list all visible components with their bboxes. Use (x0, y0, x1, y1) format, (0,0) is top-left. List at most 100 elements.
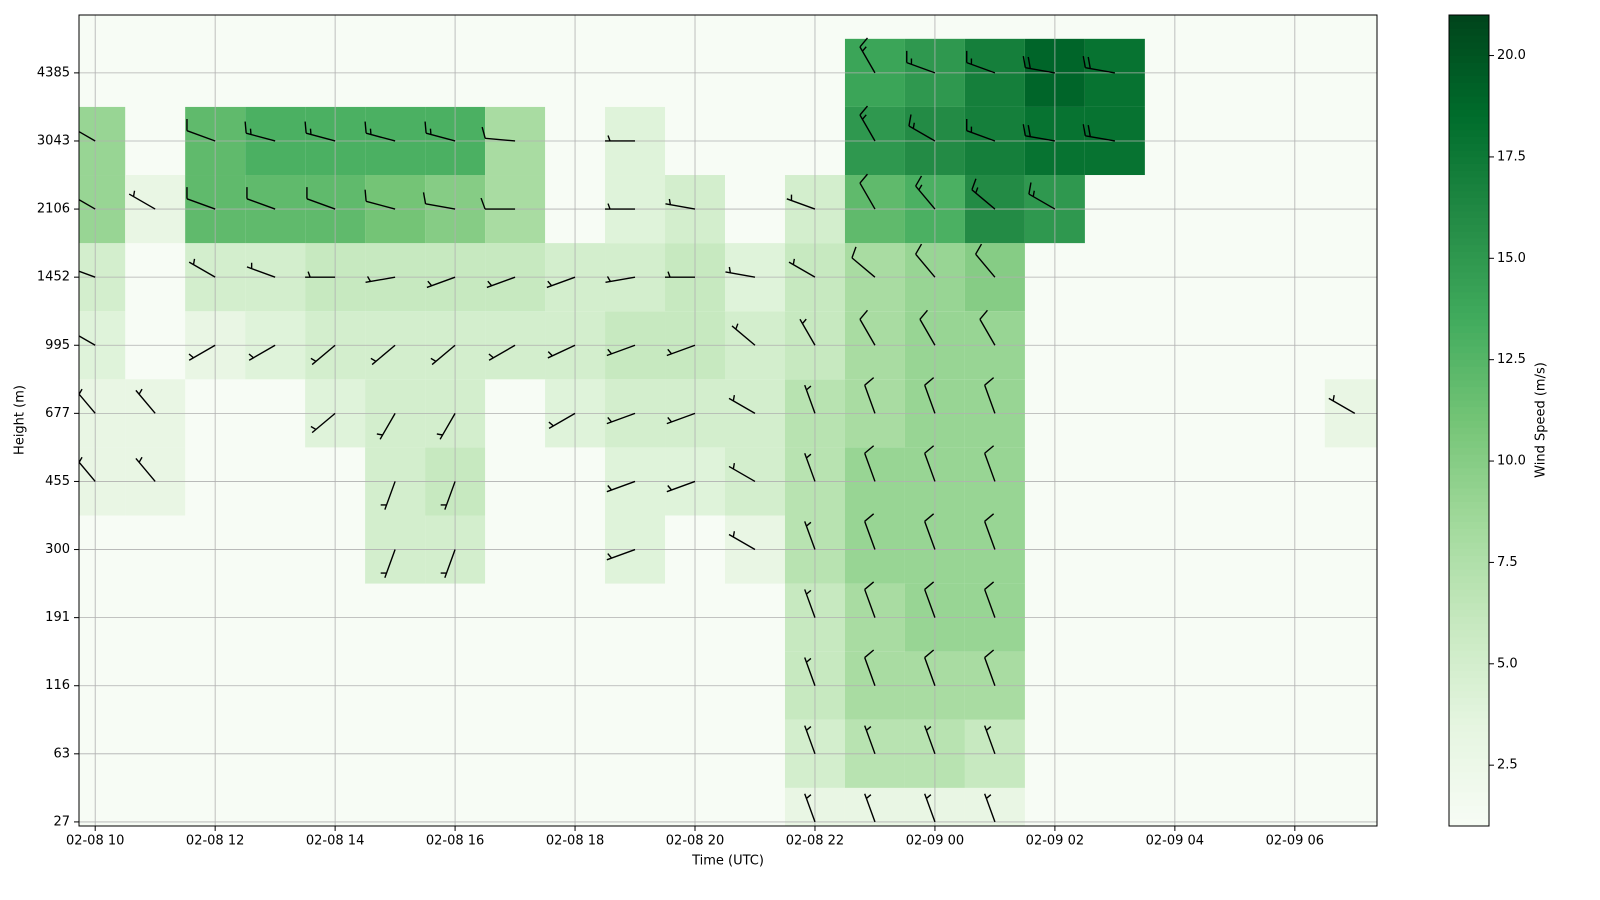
colorbar-swatch (1449, 352, 1489, 360)
colorbar-swatch (1449, 251, 1489, 259)
colorbar-swatch (1449, 28, 1489, 36)
x-tick-label: 02-08 12 (186, 834, 244, 849)
colorbar-swatch (1449, 210, 1489, 219)
wind-barb (1022, 124, 1056, 142)
wind-barb (310, 412, 336, 434)
colorbar-swatch (1449, 21, 1489, 29)
wind-barb (186, 187, 216, 210)
colorbar-swatch (1449, 149, 1489, 158)
colorbar-swatch (1449, 34, 1489, 43)
wind-barb (915, 243, 936, 278)
y-tick-label: 4385 (37, 65, 70, 80)
colorbar-swatch (1449, 339, 1489, 347)
colorbar-swatch (1449, 217, 1489, 225)
colorbar-swatch (1449, 744, 1489, 752)
wind-barb (859, 173, 876, 210)
wind-barb (605, 276, 636, 284)
colorbar-swatch (1449, 372, 1489, 381)
x-tick-label: 02-09 02 (1026, 834, 1084, 849)
colorbar-swatch (1449, 798, 1489, 807)
colorbar-swatch (1449, 305, 1489, 313)
wind-barb (186, 119, 216, 142)
colorbar-swatch (1449, 379, 1489, 388)
wind-barb (908, 114, 936, 142)
y-tick-label: 1452 (37, 270, 70, 285)
wind-barb (430, 344, 456, 366)
wind-barb (480, 197, 516, 210)
wind-barb (79, 130, 96, 142)
colorbar-swatch (1449, 812, 1489, 820)
wind-barb (246, 262, 276, 278)
colorbar-swatch (1449, 704, 1489, 712)
colorbar-tick-label: 2.5 (1497, 758, 1518, 773)
wind-barb (788, 258, 816, 278)
wind-barb (1328, 394, 1356, 414)
colorbar-swatch (1449, 535, 1489, 543)
colorbar-swatch (1449, 751, 1489, 759)
wind-barb (983, 377, 996, 414)
wind-barb (370, 344, 396, 366)
colorbar-swatch (1449, 332, 1489, 340)
wind-barb (804, 725, 816, 755)
colorbar-swatch (1449, 190, 1489, 198)
wind-barb (864, 581, 876, 618)
colorbar-swatch (1449, 89, 1489, 97)
colorbar-swatch (1449, 14, 1489, 23)
wind-barb (426, 276, 456, 289)
wind-barb (306, 187, 336, 210)
wind-barb (310, 344, 336, 366)
colorbar-swatch (1449, 575, 1489, 583)
colorbar-swatch (1449, 109, 1489, 117)
colorbar-swatch (1449, 731, 1489, 739)
colorbar-swatch (1449, 176, 1489, 185)
y-tick-label: 27 (53, 814, 70, 829)
wind-barb (804, 521, 816, 550)
wind-barb (859, 309, 876, 346)
colorbar-swatch (1449, 82, 1489, 90)
colorbar-swatch (1449, 508, 1489, 516)
colorbar-swatch (1449, 791, 1489, 800)
colorbar-tick-label: 7.5 (1497, 555, 1518, 570)
y-tick-label: 63 (53, 746, 70, 761)
colorbar-swatch (1449, 325, 1489, 333)
wind-barb (979, 309, 996, 346)
wind-barb (864, 725, 876, 755)
colorbar-swatch (1449, 203, 1489, 212)
wind-barb (864, 793, 876, 823)
colorbar-frame (1448, 14, 1490, 827)
wind-barb (546, 276, 576, 289)
wind-barb (1082, 124, 1116, 142)
colorbar-swatch (1449, 447, 1489, 455)
x-tick-label: 02-09 06 (1266, 834, 1324, 849)
wind-barb (488, 344, 516, 361)
wind-barb (548, 412, 576, 429)
wind-barb (1082, 56, 1116, 74)
y-tick-label: 995 (45, 338, 70, 353)
colorbar: 2.5 5.0 7.5 10.0 12.5 15.0 17.5 20.0 (1448, 14, 1526, 827)
colorbar-swatch (1449, 41, 1489, 50)
wind-barb (364, 189, 396, 210)
wind-barb (864, 513, 876, 550)
colorbar-swatch (1449, 55, 1489, 63)
wind-barb (188, 258, 216, 278)
wind-barb (606, 344, 636, 357)
wind-barb (422, 192, 456, 210)
wind-barb (244, 121, 276, 142)
wind-barb (864, 377, 876, 414)
colorbar-swatch (1449, 629, 1489, 638)
colorbar-swatch (1449, 467, 1489, 475)
wind-barb (605, 135, 636, 142)
colorbar-swatch (1449, 129, 1489, 137)
colorbar-tick-label: 20.0 (1497, 48, 1526, 63)
heatmap-cell (844, 787, 905, 826)
colorbar-swatch (1449, 244, 1489, 252)
x-tick-label: 02-08 20 (666, 834, 724, 849)
wind-barb (665, 198, 696, 210)
colorbar-label: Wind Speed (m/s) (1534, 362, 1549, 478)
wind-barb (983, 649, 996, 686)
colorbar-swatch (1449, 677, 1489, 685)
wind-barb (440, 481, 456, 510)
wind-barb (135, 388, 156, 414)
x-tick-label: 02-08 16 (426, 834, 484, 849)
wind-barb (440, 549, 456, 578)
